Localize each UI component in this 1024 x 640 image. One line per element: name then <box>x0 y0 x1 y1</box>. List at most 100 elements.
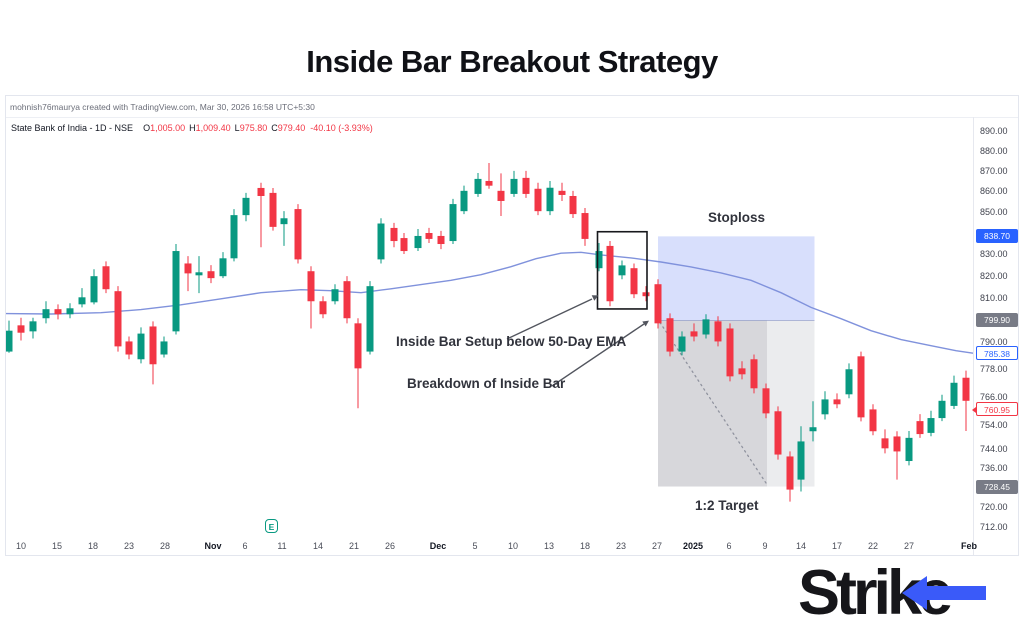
low-value: 975.80 <box>239 123 268 133</box>
price-axis[interactable]: 890.00 880.00 870.00 860.00 850.00 830.00 820.… <box>972 96 1019 555</box>
bull-candle <box>821 399 829 415</box>
open-value: 1,005.00 <box>150 123 186 133</box>
stoploss-zone <box>658 236 815 321</box>
strike-logo: Strike <box>798 558 1008 632</box>
bear-candle <box>774 411 782 455</box>
date-tick-label: 10 <box>507 541 519 551</box>
bear-candle <box>581 213 589 239</box>
setup-arrowhead-icon <box>591 295 599 301</box>
bull-candle <box>366 286 374 352</box>
bull-candle <box>66 308 74 315</box>
date-tick-label: 14 <box>312 541 324 551</box>
bull-candle <box>618 265 626 276</box>
bear-candle <box>881 438 889 449</box>
bear-candle <box>390 227 398 242</box>
bull-candle <box>678 336 686 352</box>
bull-candle <box>219 258 227 277</box>
bear-candle <box>762 388 770 414</box>
inside-bar-rect <box>596 230 648 310</box>
bear-candle <box>437 235 445 245</box>
logo-arrow-shaft <box>926 586 986 600</box>
ema-path <box>6 251 974 354</box>
candlestick-plot[interactable] <box>6 96 1020 557</box>
bull-candle <box>331 289 339 302</box>
bull-candle <box>938 400 946 419</box>
bull-candle <box>195 272 203 276</box>
date-tick-label: 22 <box>867 541 879 551</box>
date-axis[interactable]: 10 15 18 23 28 Nov 6 11 14 21 26 Dec 5 10 13 18 23 27 2025… <box>6 539 977 555</box>
open-label: O <box>143 123 151 133</box>
date-tick-label: 6 <box>242 541 248 551</box>
symbol-name: State Bank of India - 1D - NSE <box>11 123 134 133</box>
attribution-divider <box>6 117 1018 118</box>
bear-candle <box>497 190 505 201</box>
bull-candle <box>595 251 603 269</box>
bear-candle <box>642 292 650 297</box>
bear-candle <box>916 421 924 435</box>
bull-candle <box>510 178 518 194</box>
bear-candle <box>534 188 542 212</box>
earnings-marker-icon[interactable]: E <box>265 519 278 533</box>
bull-candle <box>460 190 468 212</box>
date-tick-label: 11 <box>277 541 287 551</box>
bull-candle <box>377 223 385 260</box>
bull-candle <box>230 215 238 259</box>
date-tick-label: Feb <box>960 541 978 551</box>
bear-candle <box>606 245 614 302</box>
date-tick-label: 10 <box>15 541 27 551</box>
date-tick-label: 9 <box>762 541 768 551</box>
date-tick-label: 21 <box>348 541 360 551</box>
chart-frame: mohnish76maurya created with TradingView… <box>5 95 1019 556</box>
bear-candle <box>54 309 62 315</box>
setup-arrow <box>506 298 593 340</box>
bear-candle <box>125 341 133 355</box>
bear-candle <box>869 409 877 432</box>
high-label: H <box>189 123 196 133</box>
symbol-legend[interactable]: State Bank of India - 1D - NSE O1,005.00 H… <box>11 123 373 133</box>
bear-candle <box>522 177 530 194</box>
price-tick-label: 736.00 <box>980 462 1008 473</box>
bear-candle <box>102 266 110 290</box>
date-tick-label: 15 <box>51 541 63 551</box>
bear-candle <box>319 301 327 315</box>
target-zone-inner <box>658 320 767 487</box>
bear-candle <box>786 456 794 490</box>
bear-candle <box>893 436 901 452</box>
bull-candle <box>702 319 710 335</box>
price-badge-blue-outline: 785.38 <box>976 345 1018 360</box>
bear-candle <box>294 209 302 260</box>
earnings-marker-letter: E <box>268 522 275 532</box>
date-tick-label: 23 <box>123 541 135 551</box>
bear-candle <box>485 180 493 186</box>
date-tick-label: 23 <box>615 541 627 551</box>
date-tick-label: 2025 <box>682 541 704 551</box>
bear-candle <box>833 399 841 405</box>
annotation-stoploss: Stoploss <box>708 210 766 225</box>
close-value: 979.40 <box>277 123 306 133</box>
date-tick-label: 17 <box>831 541 843 551</box>
strategy-zones <box>658 236 815 487</box>
page-title: Inside Bar Breakout Strategy <box>306 44 718 79</box>
bull-candle <box>6 330 13 352</box>
bear-candle <box>343 281 351 319</box>
date-tick-label: 18 <box>579 541 591 551</box>
price-tick-label: 810.00 <box>980 292 1008 303</box>
date-tick-label: 18 <box>87 541 99 551</box>
bear-candle <box>726 328 734 377</box>
change-value: -40.10 (-3.93%) <box>310 123 373 133</box>
bear-candle <box>666 318 674 352</box>
bull-candle <box>90 276 98 303</box>
bull-candle <box>797 441 805 480</box>
price-badge-gray: 799.90 <box>976 313 1018 328</box>
price-tick-label: 860.00 <box>980 186 1008 197</box>
bear-candle <box>207 271 215 279</box>
bull-candle <box>29 321 37 332</box>
bull-candle <box>927 418 935 433</box>
bull-candle <box>845 369 853 395</box>
bull-candle <box>172 251 180 332</box>
bear-candle <box>690 331 698 337</box>
price-badge-blue: 838.70 <box>976 229 1018 244</box>
date-tick-label: 13 <box>543 541 555 551</box>
date-tick-label: 26 <box>384 541 396 551</box>
bear-candle <box>654 284 662 324</box>
